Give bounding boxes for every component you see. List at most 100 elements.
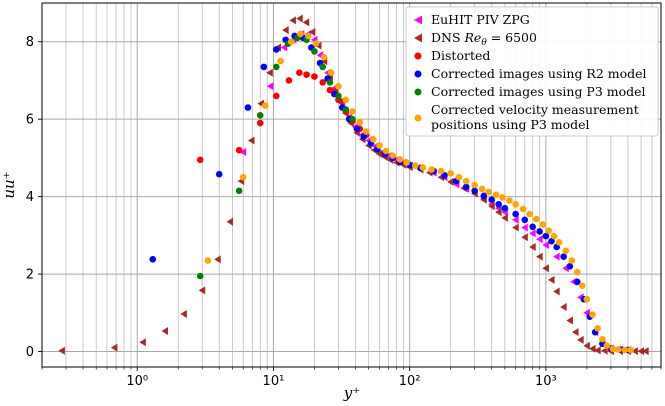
legend-label-dns-math: Re bbox=[464, 30, 482, 45]
data-point bbox=[58, 346, 65, 355]
legend-label-dns: DNS Reθ = 6500 bbox=[431, 30, 537, 48]
data-point bbox=[110, 343, 118, 352]
legend-item-distorted: Distorted bbox=[414, 48, 490, 63]
y-axis-ticks: 0 2 4 6 8 bbox=[26, 35, 42, 360]
data-point bbox=[548, 275, 555, 284]
data-point bbox=[204, 257, 212, 264]
y-axis-label: uu⁺ bbox=[0, 171, 18, 198]
data-point bbox=[419, 164, 427, 171]
data-point bbox=[326, 79, 334, 86]
data-point bbox=[529, 223, 536, 231]
data-point bbox=[285, 77, 293, 84]
data-point bbox=[521, 233, 528, 242]
legend-marker-distorted bbox=[414, 52, 422, 60]
legend-label-euhit: EuHIT PIV ZPG bbox=[431, 12, 530, 27]
legend-label-distorted: Distorted bbox=[431, 48, 490, 63]
data-point bbox=[568, 257, 576, 264]
data-point bbox=[303, 71, 310, 78]
x-tick-label: 10⁰ bbox=[126, 374, 148, 389]
data-point bbox=[572, 328, 579, 337]
y-tick-label: 4 bbox=[26, 190, 34, 205]
data-point bbox=[599, 335, 606, 343]
data-point bbox=[396, 156, 404, 163]
data-point bbox=[226, 217, 234, 226]
data-point bbox=[573, 268, 581, 276]
legend-item-p3: Corrected images using P3 model bbox=[414, 84, 646, 99]
data-point bbox=[319, 79, 327, 86]
data-point bbox=[627, 346, 635, 354]
data-point bbox=[302, 18, 310, 27]
data-point bbox=[521, 223, 528, 232]
data-point bbox=[342, 106, 350, 113]
data-point bbox=[485, 188, 492, 196]
data-point bbox=[311, 48, 318, 55]
data-point bbox=[277, 57, 284, 65]
data-point bbox=[326, 86, 334, 94]
legend-marker-p3 bbox=[414, 88, 422, 96]
data-point bbox=[495, 208, 502, 217]
data-point bbox=[356, 118, 364, 126]
data-point bbox=[349, 115, 356, 123]
data-point bbox=[512, 210, 519, 218]
data-point bbox=[529, 229, 536, 238]
data-point bbox=[320, 53, 328, 61]
legend: EuHIT PIV ZPG DNS Reθ = 6500 Distorted C… bbox=[405, 6, 659, 137]
data-point bbox=[335, 82, 342, 90]
data-point bbox=[349, 108, 356, 115]
data-point bbox=[376, 142, 383, 149]
plot-frame bbox=[41, 2, 662, 368]
data-point bbox=[437, 167, 445, 175]
data-point bbox=[266, 82, 274, 91]
data-point bbox=[382, 147, 390, 155]
data-point bbox=[261, 102, 269, 109]
data-point bbox=[536, 252, 543, 261]
data-point bbox=[488, 196, 495, 204]
data-point bbox=[239, 148, 247, 157]
data-point bbox=[308, 28, 316, 37]
legend-marker-euhit bbox=[414, 15, 422, 25]
data-point bbox=[501, 213, 508, 222]
data-point bbox=[589, 344, 596, 353]
legend-item-velocity-positions: Corrected velocity measurement positions… bbox=[414, 102, 639, 132]
data-point bbox=[273, 92, 280, 100]
data-point bbox=[560, 302, 567, 311]
data-point bbox=[471, 187, 478, 195]
legend-label-r2: Corrected images using R2 model bbox=[431, 66, 647, 81]
data-point bbox=[139, 338, 146, 347]
data-point bbox=[548, 237, 555, 245]
data-point bbox=[594, 324, 601, 332]
data-point bbox=[462, 177, 470, 185]
data-point bbox=[553, 287, 560, 296]
data-point bbox=[536, 235, 543, 244]
data-point bbox=[149, 256, 157, 263]
legend-item-r2: Corrected images using R2 model bbox=[414, 66, 647, 81]
data-point bbox=[519, 205, 527, 213]
legend-item-euhit: EuHIT PIV ZPG bbox=[414, 12, 530, 27]
data-point bbox=[566, 316, 573, 325]
data-point bbox=[492, 191, 500, 198]
data-point bbox=[196, 156, 204, 164]
series-4 bbox=[196, 34, 356, 280]
legend-label-velocity-line2: positions using P3 model bbox=[431, 117, 590, 132]
series-layer bbox=[58, 14, 649, 356]
legend-label-p3: Corrected images using P3 model bbox=[431, 84, 646, 99]
data-point bbox=[560, 253, 567, 260]
data-point bbox=[161, 326, 169, 335]
y-tick-label: 0 bbox=[26, 345, 34, 360]
data-point bbox=[562, 247, 570, 255]
data-point bbox=[273, 63, 280, 71]
data-point bbox=[577, 335, 584, 344]
data-point bbox=[553, 252, 560, 261]
data-point bbox=[311, 73, 318, 80]
data-point bbox=[480, 192, 488, 200]
data-point bbox=[312, 40, 320, 47]
data-point bbox=[360, 133, 368, 140]
data-point bbox=[594, 346, 601, 355]
legend-label-dns-prefix: DNS bbox=[431, 30, 465, 45]
data-point bbox=[621, 346, 629, 354]
data-point bbox=[256, 111, 264, 119]
data-point bbox=[215, 170, 223, 178]
data-point bbox=[296, 14, 303, 23]
data-point bbox=[566, 263, 574, 270]
legend-label-dns-suffix: = 6500 bbox=[487, 30, 537, 45]
